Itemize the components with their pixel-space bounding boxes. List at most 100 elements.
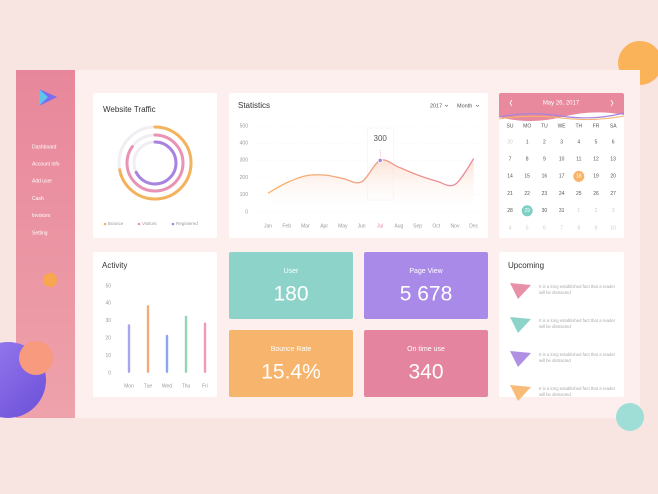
x-tick-label: Nov [451, 223, 460, 229]
weekday: WE [558, 123, 567, 129]
tile-value: 340 [408, 361, 443, 384]
legend-dot [171, 222, 175, 226]
ring [125, 133, 185, 193]
menu-item[interactable]: Dashboard [32, 144, 57, 150]
day[interactable]: 20 [610, 174, 616, 180]
point [377, 157, 383, 163]
day[interactable]: 3 [560, 139, 563, 145]
event: It is a long established fact that a rea… [539, 352, 616, 364]
x-tick-label: Tue [144, 383, 153, 389]
day[interactable]: 10 [610, 225, 616, 231]
x-tick-label: Jul [377, 223, 383, 229]
x-tick-label: Mon [124, 383, 134, 389]
menu-item[interactable]: Add user [32, 179, 52, 185]
event-text: It is a long established fact that a rea… [539, 386, 616, 398]
selected-day [521, 205, 533, 217]
day[interactable]: 2 [543, 139, 546, 145]
day[interactable]: 14 [507, 174, 513, 180]
day[interactable]: 10 [559, 157, 565, 163]
legend-dot [137, 222, 141, 226]
bar [165, 334, 169, 373]
x-tick-label: Wed [162, 383, 172, 389]
day[interactable]: 5 [595, 139, 598, 145]
day[interactable]: 7 [560, 225, 563, 231]
day[interactable]: 25 [576, 191, 582, 197]
day[interactable]: 1 [577, 208, 580, 214]
ring [117, 125, 193, 201]
event: It is a long established fact that a rea… [539, 284, 615, 295]
x-tick-label: Apr [320, 223, 328, 229]
legend-label: Visitors [142, 221, 157, 226]
menu-item[interactable]: Setting [32, 230, 48, 236]
day[interactable]: 27 [610, 191, 616, 197]
x-tick-label: May [338, 223, 348, 229]
chevron[interactable] [444, 104, 480, 107]
day[interactable]: 11 [576, 157, 581, 163]
day[interactable]: 4 [509, 225, 512, 231]
x-tick-label: Thu [182, 383, 191, 389]
day[interactable]: 6 [612, 139, 615, 145]
tile [364, 252, 488, 319]
day[interactable]: 9 [595, 225, 598, 231]
year-select[interactable]: 2017 [430, 103, 442, 109]
legend-label: Registered [176, 221, 198, 226]
tooltip: 300 [374, 134, 388, 143]
day[interactable]: 12 [593, 157, 599, 163]
x-tick-label: Jun [357, 223, 365, 229]
day[interactable]: 7 [509, 157, 512, 163]
day[interactable]: 5 [526, 225, 529, 231]
event-icon [510, 385, 531, 401]
day[interactable]: 28 [507, 208, 513, 214]
day[interactable]: 29 [524, 208, 530, 214]
y-tick-label: 100 [240, 192, 249, 198]
selected-day [573, 170, 585, 182]
day[interactable]: 30 [542, 208, 548, 214]
y-tick-label: 500 [240, 123, 249, 129]
day[interactable]: 9 [543, 157, 546, 163]
day[interactable]: 31 [559, 208, 565, 214]
x-tick-label: Fri [202, 383, 208, 389]
menu-item[interactable]: Invoices [32, 213, 51, 219]
y-tick-label: 30 [105, 318, 111, 324]
legend-label: Bounce [108, 221, 124, 226]
day[interactable]: 13 [610, 157, 616, 163]
period-select[interactable]: Month [457, 103, 472, 109]
arrow[interactable] [509, 99, 614, 107]
event-text: It is a long established fact that a rea… [539, 352, 616, 364]
menu-item[interactable]: Cash [32, 196, 44, 202]
day[interactable]: 19 [593, 174, 599, 180]
wave [498, 115, 625, 121]
weekday: MO [523, 123, 531, 129]
day[interactable]: 1 [526, 139, 529, 145]
weekday: TU [541, 123, 548, 129]
area [268, 158, 474, 212]
day[interactable]: 22 [524, 191, 530, 197]
event-icon [510, 283, 531, 299]
tile-label: Bounce Rate [271, 346, 312, 353]
day[interactable]: 3 [612, 208, 615, 214]
day[interactable]: 30 [507, 139, 513, 145]
day[interactable]: 24 [559, 191, 565, 197]
wave [498, 112, 625, 119]
day[interactable]: 21 [507, 191, 513, 197]
day[interactable]: 23 [542, 191, 548, 197]
logo [39, 89, 48, 106]
y-tick-label: 0 [108, 370, 111, 376]
day[interactable]: 17 [559, 174, 565, 180]
day[interactable]: 18 [576, 174, 582, 180]
day[interactable]: 2 [595, 208, 598, 214]
day[interactable]: 15 [524, 174, 530, 180]
day[interactable]: 8 [577, 225, 580, 231]
day[interactable]: 8 [526, 157, 529, 163]
decor [616, 403, 644, 431]
x-tick-label: Mar [301, 223, 310, 229]
menu-item[interactable]: Account info [32, 162, 60, 168]
x-tick-label: Sep [413, 223, 422, 229]
event-text: It is a long established fact that a rea… [539, 318, 616, 330]
day[interactable]: 4 [577, 139, 580, 145]
day[interactable]: 26 [593, 191, 599, 197]
day[interactable]: 16 [542, 174, 548, 180]
tile-label: On time use [407, 346, 445, 353]
x-tick-label: Dec [469, 223, 478, 229]
day[interactable]: 6 [543, 225, 546, 231]
